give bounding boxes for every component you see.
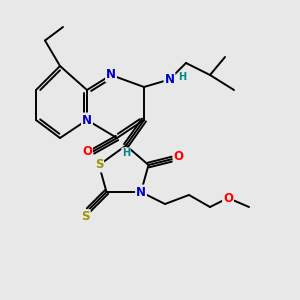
Text: N: N	[106, 68, 116, 82]
Text: S: S	[81, 210, 90, 223]
Text: S: S	[95, 158, 103, 172]
Text: N: N	[82, 113, 92, 127]
Text: O: O	[173, 149, 184, 163]
Text: H: H	[122, 148, 130, 158]
Text: N: N	[136, 185, 146, 199]
Text: N: N	[164, 73, 175, 86]
Text: O: O	[82, 145, 92, 158]
Text: H: H	[178, 71, 186, 82]
Text: O: O	[223, 191, 233, 205]
